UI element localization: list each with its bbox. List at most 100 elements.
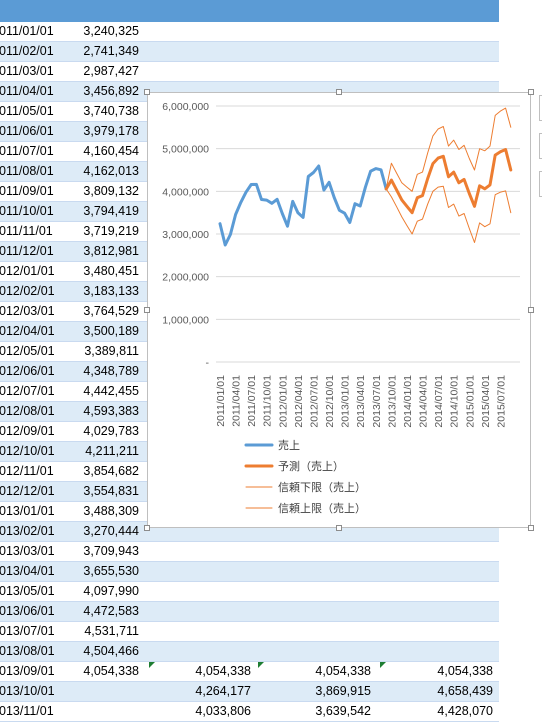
upper-bound-cell[interactable]: 4,054,338 <box>437 664 493 678</box>
sales-cell[interactable]: 3,480,451 <box>83 264 139 278</box>
sales-cell[interactable]: 3,389,811 <box>84 344 139 358</box>
sales-cell[interactable]: 2,741,349 <box>83 44 139 58</box>
table-row: 013/05/01 4,097,990 <box>0 582 499 602</box>
date-cell[interactable]: 011/10/01 <box>0 204 54 218</box>
chart-elements-button[interactable] <box>539 95 542 121</box>
date-cell[interactable]: 013/09/01 <box>0 664 55 678</box>
sales-cell[interactable]: 3,240,325 <box>83 24 139 38</box>
sales-cell[interactable]: 3,709,943 <box>83 544 139 558</box>
sales-cell[interactable]: 3,456,892 <box>83 84 139 98</box>
sales-cell[interactable]: 4,029,783 <box>83 424 139 438</box>
legend-label: 予測（売上） <box>278 459 344 473</box>
sales-cell[interactable]: 4,054,338 <box>83 664 139 678</box>
resize-handle[interactable] <box>336 525 342 531</box>
sales-cell[interactable]: 4,442,455 <box>83 384 139 398</box>
date-cell[interactable]: 012/02/01 <box>0 284 55 298</box>
sales-cell[interactable]: 3,500,189 <box>83 324 139 338</box>
forecast-cell[interactable]: 4,054,338 <box>195 664 251 678</box>
sales-cell[interactable]: 3,812,981 <box>83 244 139 258</box>
upper-bound-cell[interactable]: 4,658,439 <box>437 684 493 698</box>
date-cell[interactable]: 012/03/01 <box>0 304 55 318</box>
date-cell[interactable]: 013/02/01 <box>0 524 55 538</box>
sales-cell[interactable]: 4,162,013 <box>83 164 139 178</box>
date-cell[interactable]: 013/04/01 <box>0 564 55 578</box>
date-cell[interactable]: 013/10/01 <box>0 684 55 698</box>
resize-handle[interactable] <box>336 89 342 95</box>
date-cell[interactable]: 012/07/01 <box>0 384 55 398</box>
table-row: 011/02/01 2,741,349 <box>0 42 499 62</box>
date-cell[interactable]: 011/05/01 <box>0 104 54 118</box>
resize-handle[interactable] <box>528 525 534 531</box>
resize-handle[interactable] <box>144 525 150 531</box>
lower-bound-cell[interactable]: 3,869,915 <box>315 684 371 698</box>
lower-bound-cell[interactable]: 3,639,542 <box>315 704 371 718</box>
date-cell[interactable]: 013/11/01 <box>0 704 54 718</box>
sales-cell[interactable]: 4,097,990 <box>83 584 139 598</box>
sales-cell[interactable]: 4,531,711 <box>84 624 139 638</box>
x-tick-label: 2012/04/01 <box>293 375 305 428</box>
date-cell[interactable]: 011/01/01 <box>0 24 54 38</box>
date-cell[interactable]: 012/12/01 <box>0 484 55 498</box>
chart-styles-button[interactable] <box>539 133 542 159</box>
date-cell[interactable]: 012/10/01 <box>0 444 55 458</box>
sales-cell[interactable]: 3,270,444 <box>83 524 139 538</box>
sales-cell[interactable]: 3,854,682 <box>83 464 139 478</box>
sales-cell[interactable]: 3,794,419 <box>83 204 139 218</box>
date-cell[interactable]: 013/08/01 <box>0 644 55 658</box>
resize-handle[interactable] <box>144 307 150 313</box>
date-cell[interactable]: 012/11/01 <box>0 464 54 478</box>
x-tick-label: 2014/01/01 <box>402 375 414 428</box>
sales-cell[interactable]: 4,160,454 <box>83 144 139 158</box>
sales-cell[interactable]: 4,348,789 <box>83 364 139 378</box>
date-cell[interactable]: 012/01/01 <box>0 264 55 278</box>
date-cell[interactable]: 013/01/01 <box>0 504 55 518</box>
sales-cell[interactable]: 4,504,466 <box>83 644 139 658</box>
date-cell[interactable]: 012/09/01 <box>0 424 55 438</box>
date-cell[interactable]: 012/06/01 <box>0 364 55 378</box>
sales-cell[interactable]: 3,809,132 <box>83 184 139 198</box>
table-row: 011/01/01 3,240,325 <box>0 22 499 42</box>
date-cell[interactable]: 011/02/01 <box>0 44 54 58</box>
sales-cell[interactable]: 4,472,583 <box>83 604 139 618</box>
date-cell[interactable]: 011/03/01 <box>0 64 54 78</box>
sales-cell[interactable]: 3,979,178 <box>83 124 139 138</box>
date-cell[interactable]: 013/06/01 <box>0 604 55 618</box>
resize-handle[interactable] <box>144 89 150 95</box>
date-cell[interactable]: 011/08/01 <box>0 164 54 178</box>
x-tick-label: 2015/07/01 <box>495 375 507 428</box>
date-cell[interactable]: 011/07/01 <box>0 144 54 158</box>
sales-cell[interactable]: 4,593,383 <box>83 404 139 418</box>
x-tick-label: 2014/10/01 <box>449 375 461 428</box>
date-cell[interactable]: 011/11/01 <box>0 224 53 238</box>
sales-cell[interactable]: 3,655,530 <box>83 564 139 578</box>
date-cell[interactable]: 012/04/01 <box>0 324 55 338</box>
date-cell[interactable]: 011/09/01 <box>0 184 54 198</box>
forecast-chart[interactable]: 6,000,000 5,000,000 4,000,000 3,000,000 2,00… <box>144 89 534 531</box>
date-cell[interactable]: 012/05/01 <box>0 344 55 358</box>
forecast-cell[interactable]: 4,033,806 <box>195 704 251 718</box>
lower-bound-cell[interactable]: 4,054,338 <box>315 664 371 678</box>
date-cell[interactable]: 013/05/01 <box>0 584 55 598</box>
sales-cell[interactable]: 3,183,133 <box>83 284 139 298</box>
forecast-cell[interactable]: 4,264,177 <box>195 684 251 698</box>
table-row: 013/09/01 4,054,338 4,054,338 4,054,338 4,05… <box>0 662 499 682</box>
date-cell[interactable]: 011/04/01 <box>0 84 54 98</box>
sales-cell[interactable]: 3,740,738 <box>83 104 139 118</box>
resize-handle[interactable] <box>528 307 534 313</box>
date-cell[interactable]: 013/03/01 <box>0 544 55 558</box>
resize-handle[interactable] <box>528 89 534 95</box>
sales-cell[interactable]: 3,764,529 <box>83 304 139 318</box>
date-cell[interactable]: 011/12/01 <box>0 244 54 258</box>
date-cell[interactable]: 012/08/01 <box>0 404 55 418</box>
sales-cell[interactable]: 2,987,427 <box>83 64 139 78</box>
sales-cell[interactable]: 3,488,309 <box>83 504 139 518</box>
sales-cell[interactable]: 3,719,219 <box>83 224 139 238</box>
sales-cell[interactable]: 4,211,211 <box>85 444 139 458</box>
chart-filters-button[interactable] <box>539 171 542 197</box>
x-tick-label: 2013/01/01 <box>340 375 352 428</box>
sales-cell[interactable]: 3,554,831 <box>83 484 139 498</box>
formula-indicator-icon <box>380 662 386 668</box>
date-cell[interactable]: 013/07/01 <box>0 624 55 638</box>
upper-bound-cell[interactable]: 4,428,070 <box>437 704 493 718</box>
date-cell[interactable]: 011/06/01 <box>0 124 54 138</box>
